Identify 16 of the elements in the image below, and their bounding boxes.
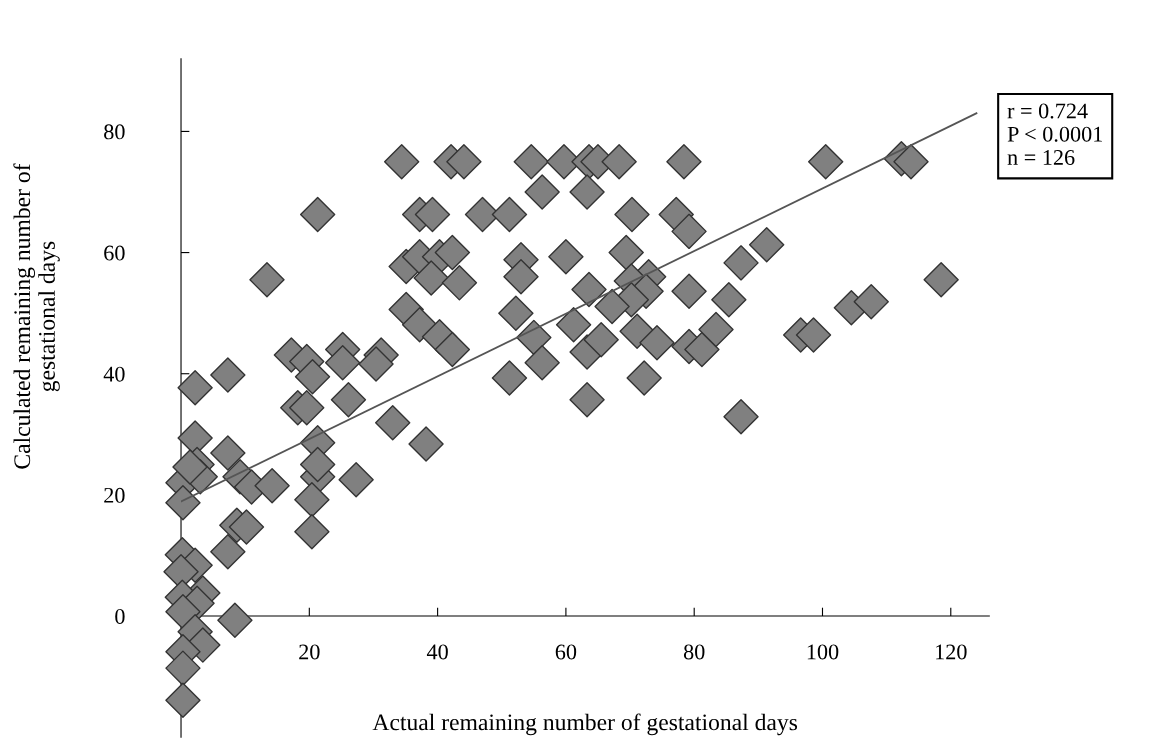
- x-tick-label: 20: [299, 644, 320, 660]
- x-tick-label: 120: [936, 644, 967, 660]
- y-tick-label: 60: [104, 245, 125, 261]
- x-axis-title: Actual remaining number of gestational days: [372, 713, 798, 736]
- x-tick-label: 80: [683, 644, 705, 660]
- text: P < 0.0001: [1007, 126, 1102, 142]
- x-tick-label: 60: [555, 644, 577, 660]
- y-tick-label: 20: [104, 487, 125, 503]
- text: r = 0.724: [1007, 103, 1088, 119]
- y-tick-label: 0: [115, 608, 125, 624]
- x-tick-label: 100: [807, 644, 839, 660]
- y-tick-label: 40: [103, 366, 125, 382]
- text: n = 126: [1007, 150, 1075, 165]
- x-tick-label: 40: [426, 644, 448, 660]
- y-tick-label: 80: [104, 124, 125, 140]
- y-axis-title: Calculated remaining number of gestational days: [13, 163, 60, 469]
